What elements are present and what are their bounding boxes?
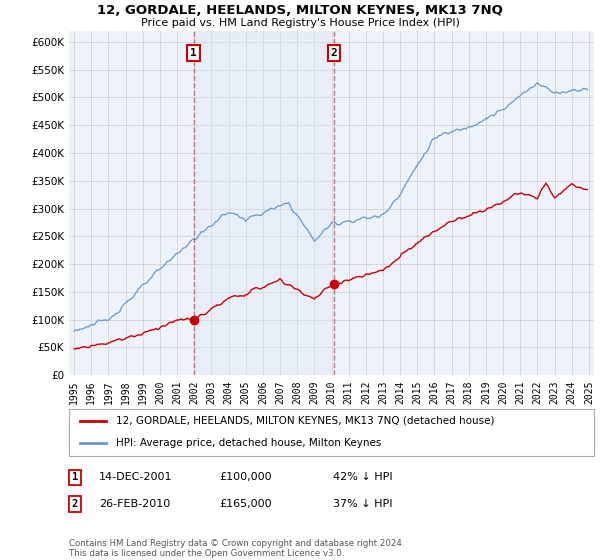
Text: 2: 2 bbox=[331, 48, 337, 58]
Text: £100,000: £100,000 bbox=[219, 472, 272, 482]
Text: 2: 2 bbox=[72, 499, 78, 509]
Text: £165,000: £165,000 bbox=[219, 499, 272, 509]
Text: HPI: Average price, detached house, Milton Keynes: HPI: Average price, detached house, Milt… bbox=[116, 438, 382, 448]
Text: Contains HM Land Registry data © Crown copyright and database right 2024.
This d: Contains HM Land Registry data © Crown c… bbox=[69, 539, 404, 558]
Text: 12, GORDALE, HEELANDS, MILTON KEYNES, MK13 7NQ: 12, GORDALE, HEELANDS, MILTON KEYNES, MK… bbox=[97, 4, 503, 17]
Text: 14-DEC-2001: 14-DEC-2001 bbox=[99, 472, 173, 482]
Text: 1: 1 bbox=[190, 48, 197, 58]
Text: 37% ↓ HPI: 37% ↓ HPI bbox=[333, 499, 392, 509]
Text: 1: 1 bbox=[72, 472, 78, 482]
Bar bbox=[194, 31, 334, 375]
Text: 12, GORDALE, HEELANDS, MILTON KEYNES, MK13 7NQ (detached house): 12, GORDALE, HEELANDS, MILTON KEYNES, MK… bbox=[116, 416, 495, 426]
Text: 42% ↓ HPI: 42% ↓ HPI bbox=[333, 472, 392, 482]
Text: 26-FEB-2010: 26-FEB-2010 bbox=[99, 499, 170, 509]
Text: Price paid vs. HM Land Registry's House Price Index (HPI): Price paid vs. HM Land Registry's House … bbox=[140, 18, 460, 29]
